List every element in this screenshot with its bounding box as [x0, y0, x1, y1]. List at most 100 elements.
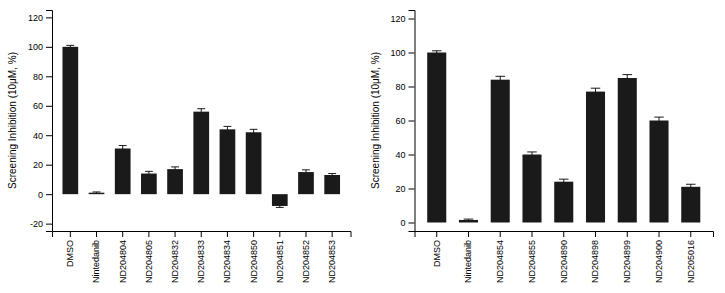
- error-bar-line: [224, 126, 232, 127]
- x-tick-mark: [305, 231, 306, 237]
- x-tick-mark: [332, 231, 333, 237]
- y-tick: 100: [28, 42, 52, 52]
- x-axis: DMSONintedanibND204854ND204855ND204890ND…: [415, 231, 714, 283]
- error-bar-line: [66, 48, 74, 49]
- bar: [649, 121, 668, 223]
- x-tick-mark: [201, 231, 202, 237]
- error-bar-line: [227, 126, 228, 132]
- y-tick-label: 120: [28, 13, 43, 23]
- x-tick-label: ND204851: [275, 240, 285, 283]
- x-tick-mark: [627, 231, 628, 237]
- y-tick-label: 40: [33, 131, 43, 141]
- error-bar-line: [690, 184, 691, 189]
- error-bar: [145, 171, 153, 175]
- error-bar-line: [595, 88, 596, 95]
- panel: 020406080100120DMSONintedanibND204854ND2…: [370, 11, 714, 284]
- error-bar: [93, 192, 101, 193]
- x-axis-line: [53, 232, 352, 238]
- y-tick-mark: [46, 135, 52, 136]
- bar: [89, 193, 105, 194]
- bar: [618, 78, 637, 223]
- error-bar-line: [145, 171, 153, 172]
- x-tick: DMSO: [432, 231, 442, 267]
- x-tick-label: DMSO: [65, 240, 75, 267]
- x-tick: Nintedanib: [91, 231, 101, 283]
- error-bar: [302, 170, 310, 174]
- x-tick: ND204833: [196, 231, 206, 283]
- y-tick-mark: [409, 155, 415, 156]
- x-tick-label: ND204890: [559, 240, 569, 283]
- x-tick-mark: [122, 231, 123, 237]
- error-bar: [171, 167, 179, 171]
- x-tick: ND204852: [301, 231, 311, 283]
- y-tick-label: 60: [33, 101, 43, 111]
- x-tick: Nintedanib: [463, 231, 473, 283]
- error-bar-line: [148, 171, 149, 175]
- error-bar-line: [527, 151, 537, 152]
- bar: [115, 148, 131, 194]
- x-tick: ND204898: [590, 231, 600, 283]
- bar: [298, 172, 314, 194]
- y-tick-mark: [46, 194, 52, 195]
- bar: [681, 187, 700, 223]
- error-bar-line: [464, 220, 474, 221]
- x-tick-mark: [531, 231, 532, 237]
- y-tick-label: 120: [390, 14, 405, 24]
- x-tick-label: ND204805: [144, 240, 154, 283]
- y-tick: 120: [390, 14, 414, 24]
- x-tick: DMSO: [65, 231, 75, 267]
- error-bar-line: [531, 152, 532, 157]
- error-bar: [197, 109, 205, 115]
- y-tick-mark: [46, 47, 52, 48]
- x-tick: ND204853: [327, 231, 337, 283]
- error-bar-line: [302, 169, 310, 170]
- error-bar-line: [495, 76, 505, 77]
- error-bar: [464, 219, 474, 221]
- error-bar-line: [654, 117, 664, 118]
- y-tick: 60: [395, 116, 414, 126]
- y-tick: 40: [395, 150, 414, 160]
- y-tick-label: 60: [395, 116, 405, 126]
- y-tick-label: 100: [28, 42, 43, 52]
- x-tick-mark: [690, 231, 691, 237]
- x-tick-label: ND204804: [118, 240, 128, 283]
- marks: [62, 45, 340, 207]
- error-bar: [622, 75, 632, 82]
- marks: [427, 51, 700, 223]
- y-tick: 0: [38, 190, 52, 200]
- y-tick-mark: [46, 165, 52, 166]
- bar: [522, 155, 541, 223]
- x-tick: ND204899: [622, 231, 632, 283]
- error-bar-line: [591, 88, 601, 89]
- error-bar-line: [654, 123, 664, 124]
- x-tick-mark: [500, 231, 501, 237]
- x-tick-label: ND204899: [622, 240, 632, 283]
- y-axis-line: [46, 11, 53, 232]
- x-tick-mark: [563, 231, 564, 237]
- bar: [491, 80, 510, 223]
- x-tick: ND204890: [559, 231, 569, 283]
- x-tick-label: Nintedanib: [463, 240, 473, 283]
- x-tick-mark: [279, 231, 280, 237]
- x-tick: ND204832: [170, 231, 180, 283]
- y-tick-label: 40: [395, 150, 405, 160]
- bar: [586, 92, 605, 223]
- x-tick-mark: [595, 231, 596, 237]
- error-bar-line: [527, 157, 537, 158]
- error-bar-line: [500, 76, 501, 83]
- x-tick-mark: [70, 231, 71, 237]
- error-bar: [224, 126, 232, 132]
- error-bar-line: [122, 146, 123, 152]
- y-tick: 80: [395, 82, 414, 92]
- y-tick: 0: [400, 218, 414, 228]
- error-bar-line: [171, 171, 179, 172]
- error-bar: [119, 146, 127, 152]
- x-tick-mark: [253, 231, 254, 237]
- error-bar: [527, 152, 537, 157]
- y-tick-label: 20: [395, 184, 405, 194]
- error-bar-line: [224, 132, 232, 133]
- y-tick-label: 0: [38, 190, 43, 200]
- y-tick-mark: [46, 224, 52, 225]
- x-tick-mark: [659, 231, 660, 237]
- bar: [167, 169, 183, 194]
